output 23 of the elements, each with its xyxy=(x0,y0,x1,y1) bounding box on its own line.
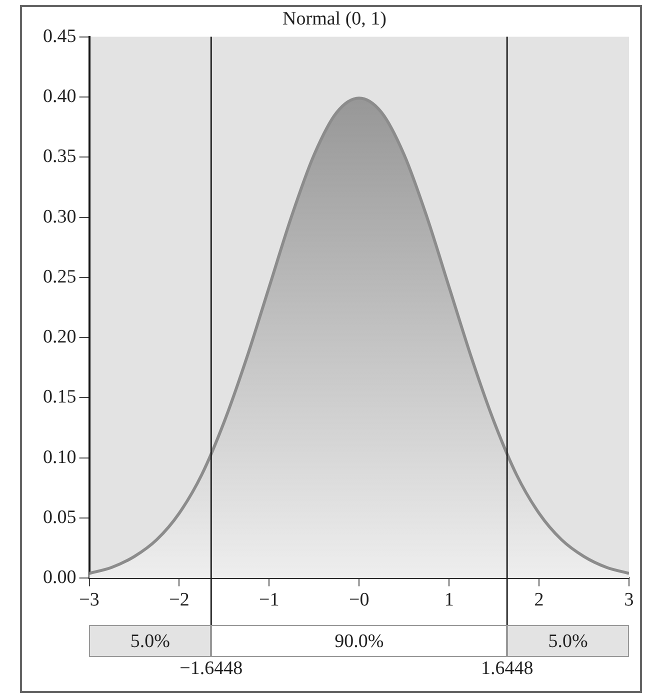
y-tick-label: 0.10 xyxy=(43,446,76,468)
ref-line-label: 1.6448 xyxy=(480,658,534,680)
y-tick-label: 0.35 xyxy=(43,146,76,168)
text: 5.0% xyxy=(89,625,212,657)
x-tick-label: −3 xyxy=(79,590,100,611)
x-tick-label: 3 xyxy=(624,590,634,611)
y-tick-label: 0.20 xyxy=(43,326,76,348)
y-tick-label: 0.25 xyxy=(43,266,76,288)
text: 5.0% xyxy=(507,625,629,657)
y-tick-label: 0.05 xyxy=(43,507,76,528)
y-tick-label: 0.00 xyxy=(43,567,76,588)
x-tick-label: −1 xyxy=(259,590,280,611)
ref-line-label: −1.6448 xyxy=(180,658,243,680)
text: 90.0% xyxy=(211,625,508,657)
x-tick-label: −2 xyxy=(169,590,190,611)
x-tick-label: 2 xyxy=(534,590,544,611)
y-tick-label: 0.30 xyxy=(43,206,76,228)
y-tick-label: 0.40 xyxy=(43,86,76,107)
x-tick-label: −0 xyxy=(349,590,370,611)
x-tick-label: 1 xyxy=(444,590,454,611)
y-tick-label: 0.45 xyxy=(43,26,76,47)
chart-title: Normal (0, 1) xyxy=(282,8,386,30)
y-tick-label: 0.15 xyxy=(43,386,76,408)
